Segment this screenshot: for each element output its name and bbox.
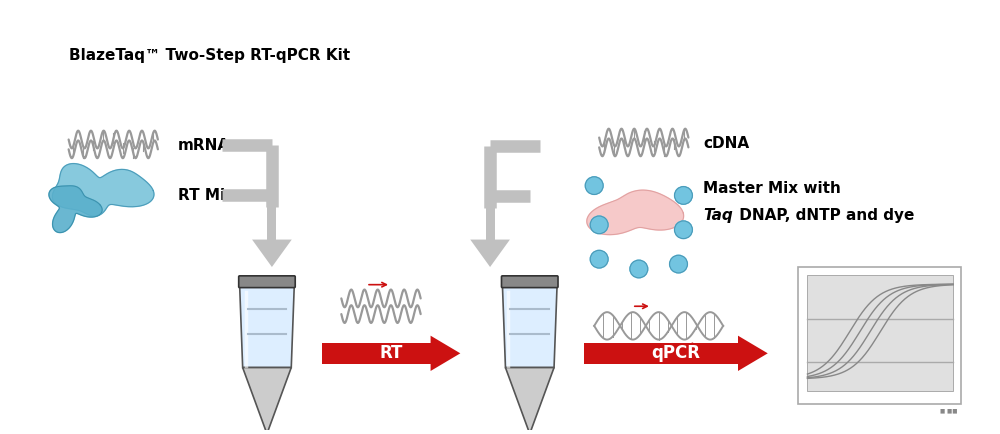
- Polygon shape: [252, 240, 292, 267]
- Text: RT Mix: RT Mix: [178, 188, 235, 203]
- FancyBboxPatch shape: [798, 267, 961, 404]
- Text: DNAP, dNTP and dye: DNAP, dNTP and dye: [734, 207, 914, 223]
- Polygon shape: [49, 186, 102, 233]
- Circle shape: [590, 216, 608, 233]
- Text: RT: RT: [379, 344, 403, 362]
- Circle shape: [670, 255, 687, 273]
- Polygon shape: [431, 335, 460, 371]
- Polygon shape: [502, 286, 557, 368]
- Polygon shape: [505, 368, 554, 434]
- Text: qPCR: qPCR: [652, 344, 701, 362]
- Circle shape: [675, 221, 692, 239]
- Circle shape: [590, 250, 608, 268]
- Circle shape: [585, 177, 603, 194]
- Polygon shape: [240, 286, 294, 368]
- Circle shape: [630, 260, 648, 278]
- Polygon shape: [738, 335, 768, 371]
- Polygon shape: [470, 240, 510, 267]
- Text: Taq: Taq: [703, 207, 733, 223]
- Polygon shape: [243, 368, 291, 434]
- Circle shape: [675, 187, 692, 204]
- Polygon shape: [587, 190, 684, 235]
- Polygon shape: [267, 207, 276, 240]
- FancyBboxPatch shape: [501, 276, 558, 288]
- Polygon shape: [486, 208, 495, 240]
- Text: cDNA: cDNA: [703, 136, 749, 151]
- Text: ■ ■■: ■ ■■: [940, 408, 957, 413]
- Text: BlazeTaq™ Two-Step RT-qPCR Kit: BlazeTaq™ Two-Step RT-qPCR Kit: [69, 48, 350, 62]
- Text: Master Mix with: Master Mix with: [703, 181, 841, 196]
- FancyBboxPatch shape: [239, 276, 295, 288]
- Polygon shape: [322, 342, 431, 364]
- Polygon shape: [52, 164, 154, 216]
- Text: mRNA: mRNA: [178, 138, 230, 153]
- FancyBboxPatch shape: [807, 275, 953, 391]
- Polygon shape: [584, 342, 738, 364]
